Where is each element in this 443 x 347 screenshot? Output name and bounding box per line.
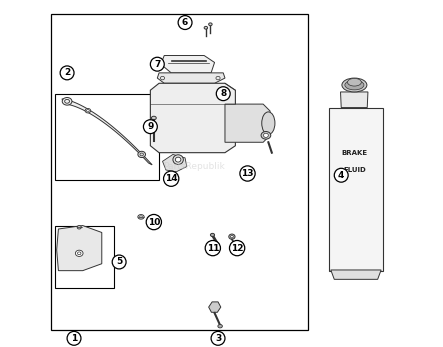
Polygon shape xyxy=(161,56,214,73)
Circle shape xyxy=(216,87,230,101)
Circle shape xyxy=(144,120,157,134)
Text: 9: 9 xyxy=(147,122,154,131)
Ellipse shape xyxy=(77,226,82,229)
Circle shape xyxy=(334,168,348,182)
Circle shape xyxy=(150,57,164,71)
Text: 11: 11 xyxy=(206,244,219,253)
Text: 14: 14 xyxy=(165,174,178,183)
Polygon shape xyxy=(57,226,102,271)
Polygon shape xyxy=(225,104,270,142)
Text: 13: 13 xyxy=(241,169,254,178)
Circle shape xyxy=(229,240,245,256)
Ellipse shape xyxy=(62,98,72,105)
Circle shape xyxy=(205,240,221,256)
Text: 7: 7 xyxy=(154,60,160,69)
Text: 2: 2 xyxy=(64,68,70,77)
Text: 4: 4 xyxy=(338,171,344,180)
Text: 3: 3 xyxy=(215,334,221,343)
Polygon shape xyxy=(157,73,225,83)
Circle shape xyxy=(211,331,225,345)
Ellipse shape xyxy=(262,112,275,135)
Circle shape xyxy=(146,214,161,230)
Bar xyxy=(55,226,114,288)
Polygon shape xyxy=(62,99,152,165)
Polygon shape xyxy=(150,83,235,153)
Bar xyxy=(51,14,308,330)
Bar xyxy=(329,108,383,271)
Ellipse shape xyxy=(138,151,145,158)
Circle shape xyxy=(163,171,179,186)
Text: PartsRepublik: PartsRepublik xyxy=(163,162,225,171)
Ellipse shape xyxy=(264,133,268,137)
Ellipse shape xyxy=(210,234,214,237)
Text: 8: 8 xyxy=(220,89,226,98)
Polygon shape xyxy=(331,270,381,279)
Ellipse shape xyxy=(230,235,233,238)
Circle shape xyxy=(112,255,126,269)
Ellipse shape xyxy=(173,155,183,164)
Polygon shape xyxy=(163,154,187,172)
Text: 12: 12 xyxy=(231,244,243,253)
Text: FLUID: FLUID xyxy=(343,167,366,173)
Circle shape xyxy=(60,66,74,80)
Ellipse shape xyxy=(204,26,208,29)
Ellipse shape xyxy=(209,23,212,26)
Polygon shape xyxy=(341,92,368,108)
Ellipse shape xyxy=(261,132,271,139)
Text: 6: 6 xyxy=(182,18,188,27)
Text: 1: 1 xyxy=(71,334,77,343)
Circle shape xyxy=(178,16,192,29)
Circle shape xyxy=(240,166,255,181)
Text: 5: 5 xyxy=(116,257,122,266)
Polygon shape xyxy=(209,302,221,312)
Ellipse shape xyxy=(345,80,364,90)
Bar xyxy=(55,94,159,180)
Ellipse shape xyxy=(342,78,367,92)
Circle shape xyxy=(67,331,81,345)
Text: BRAKE: BRAKE xyxy=(342,150,367,156)
Ellipse shape xyxy=(218,324,222,328)
Ellipse shape xyxy=(152,116,156,120)
Ellipse shape xyxy=(85,108,91,113)
Ellipse shape xyxy=(229,234,235,239)
Text: 10: 10 xyxy=(148,218,160,227)
Ellipse shape xyxy=(347,78,361,86)
Ellipse shape xyxy=(175,157,181,162)
Ellipse shape xyxy=(75,250,83,256)
